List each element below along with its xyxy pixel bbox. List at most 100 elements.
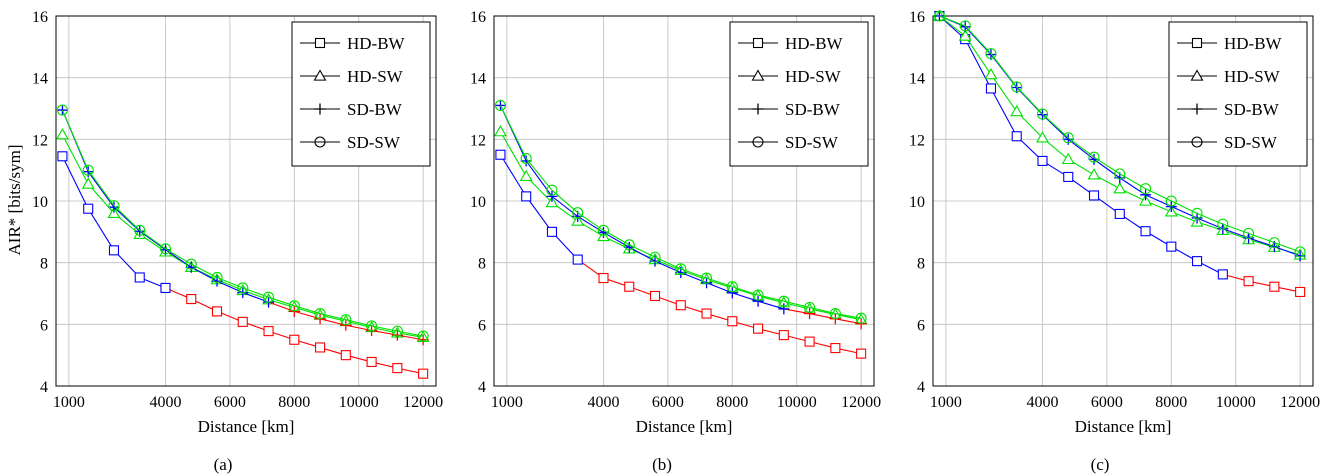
data-point <box>1114 168 1126 180</box>
data-point <box>1010 104 1024 117</box>
legend-label: HD-BW <box>785 34 844 53</box>
y-tick-label: 4 <box>478 379 486 396</box>
data-point <box>675 300 686 311</box>
data-point <box>1269 281 1280 292</box>
legend-marker-square <box>314 37 326 49</box>
y-tick-label: 12 <box>470 132 486 149</box>
data-point <box>546 226 558 237</box>
data-point <box>1268 237 1280 249</box>
x-axis-label-a: Distance [km] <box>198 417 295 436</box>
legend-marker-square <box>752 37 764 49</box>
data-point <box>1063 171 1074 182</box>
series-segment <box>294 310 321 320</box>
data-point <box>83 203 94 214</box>
data-point <box>701 308 712 319</box>
series-segment <box>345 324 372 332</box>
y-tick-label: 10 <box>32 194 48 211</box>
series-segment <box>551 195 579 217</box>
legend-marker-plus <box>752 103 764 115</box>
series-segment <box>319 313 346 321</box>
data-point <box>1166 241 1177 252</box>
axes-frame <box>493 15 875 387</box>
y-tick-label: 14 <box>32 71 48 88</box>
x-tick-label: 1000 <box>930 394 962 411</box>
data-point <box>984 67 998 80</box>
y-tick-label: 6 <box>40 317 48 334</box>
panel-caption-b: (b) <box>652 455 672 474</box>
x-tick-label: 6000 <box>1091 394 1123 411</box>
x-tick-label: 4000 <box>587 394 619 411</box>
x-tick-label: 12000 <box>841 394 881 411</box>
data-point <box>237 282 249 294</box>
series-segment <box>525 196 553 233</box>
y-tick-label: 14 <box>470 71 486 88</box>
data-point <box>1011 81 1023 93</box>
data-point <box>1140 226 1151 237</box>
data-point <box>391 325 403 337</box>
data-point <box>289 334 300 345</box>
data-point <box>598 273 609 284</box>
data-point <box>160 282 171 294</box>
data-point <box>1165 195 1177 207</box>
data-point <box>521 191 532 202</box>
series-segment <box>1042 114 1069 140</box>
data-point <box>958 29 972 41</box>
series-segment <box>371 325 398 332</box>
legend: HD-BW HD-SW SD-BW SD-SW <box>291 21 431 167</box>
legend-marker-plus <box>314 103 326 115</box>
data-point <box>1243 227 1255 239</box>
data-point <box>597 224 610 236</box>
legend-marker-circle <box>314 136 326 148</box>
legend-marker-triangle <box>751 69 765 81</box>
y-tick-label: 12 <box>909 132 925 149</box>
series-segment <box>1093 158 1121 179</box>
legend: HD-BW HD-SW SD-BW SD-SW <box>1168 21 1308 167</box>
data-point <box>829 307 841 320</box>
x-tick-label: 10000 <box>339 394 379 411</box>
legend: HD-BW HD-SW SD-BW SD-SW <box>729 21 869 167</box>
series-segment <box>499 131 527 177</box>
series-segment <box>397 330 424 337</box>
data-point <box>340 314 352 326</box>
data-point <box>1217 218 1229 230</box>
panel-c: 1000 4000 6000 8000 10000 12000 4 6 8 10 12 14 16 HD-… <box>909 9 1320 474</box>
y-tick-label: 16 <box>32 9 48 26</box>
plot-area-a: 1000 4000 6000 8000 10000 12000 4 6 8 10 12 14 16 HD-… <box>32 9 443 411</box>
y-tick-label: 8 <box>478 256 486 273</box>
y-tick-label: 6 <box>917 317 925 334</box>
x-tick-label: 12000 <box>403 394 443 411</box>
data-point <box>804 301 816 313</box>
legend-marker-square <box>1191 37 1203 49</box>
data-point <box>340 350 351 361</box>
data-point <box>81 177 95 189</box>
series-segment <box>1016 86 1043 115</box>
x-tick-label: 1000 <box>491 394 523 411</box>
y-tick-label: 8 <box>917 256 925 273</box>
x-tick-label: 12000 <box>1280 394 1320 411</box>
series-segment <box>61 109 89 171</box>
data-point <box>624 281 635 292</box>
series-segment <box>990 88 1018 137</box>
series-segment <box>990 74 1018 112</box>
data-point <box>186 293 197 305</box>
series-segment <box>319 318 346 326</box>
data-point <box>56 104 68 116</box>
data-point <box>392 363 403 374</box>
data-point <box>417 330 429 342</box>
data-point <box>546 190 558 202</box>
data-point <box>1294 250 1306 262</box>
data-point <box>55 128 69 140</box>
series-hd-bw <box>57 151 429 379</box>
data-point <box>315 342 326 353</box>
data-point <box>134 224 146 236</box>
axes-frame <box>55 15 437 387</box>
data-point <box>778 303 790 315</box>
series-segment <box>603 231 630 248</box>
data-point <box>1192 256 1203 267</box>
series-segment <box>551 189 579 214</box>
data-point <box>519 169 533 182</box>
data-point <box>1294 246 1306 258</box>
series-segment <box>87 171 115 208</box>
data-point <box>314 307 326 320</box>
panel-caption-a: (a) <box>214 455 233 474</box>
